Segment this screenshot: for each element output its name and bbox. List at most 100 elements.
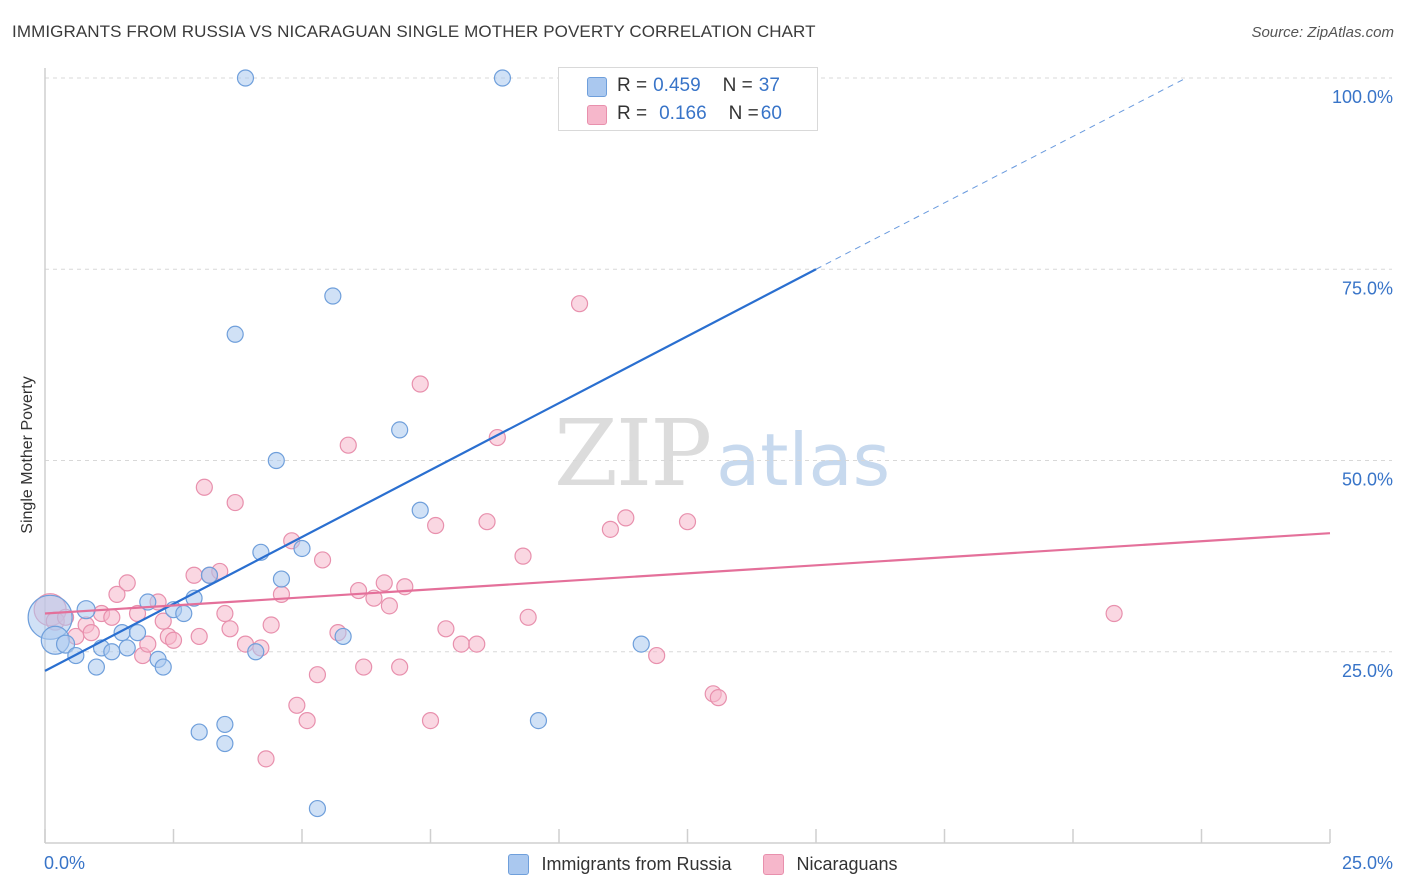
- russia-point: [216, 715, 234, 734]
- russia-point: [103, 643, 121, 661]
- nicaraguans-point: [339, 436, 357, 454]
- legend-swatch-russia: [587, 77, 607, 97]
- nicaraguans-point: [411, 375, 429, 393]
- legend-swatch-nicaraguans: [763, 853, 785, 875]
- russia-point: [324, 287, 342, 305]
- y-tick-label: 75.0%: [1342, 278, 1393, 298]
- legend-row-nicaraguans: R = 0.166 N = 60: [617, 101, 782, 127]
- nicaraguans-point: [437, 620, 455, 638]
- russia-point: [308, 799, 327, 818]
- r-label: R =: [617, 103, 648, 124]
- n-label: N =: [728, 103, 759, 124]
- nicaraguans-point: [514, 547, 532, 565]
- legend-swatch-nicaraguans: [587, 105, 607, 125]
- n-value: 60: [760, 103, 782, 124]
- russia-point: [247, 643, 265, 661]
- n-value: 37: [758, 75, 780, 96]
- legend-item-russia[interactable]: Immigrants from Russia: [508, 853, 732, 875]
- russia-point: [529, 711, 548, 730]
- nicaraguans-point: [519, 608, 537, 626]
- nicaraguans-point: [190, 627, 208, 646]
- y-tick-label: 50.0%: [1342, 470, 1393, 490]
- legend-row-russia: R = 0.459 N = 37: [617, 73, 780, 99]
- russia-trend-line: [44, 268, 817, 672]
- nicaraguans-point: [1105, 604, 1123, 623]
- nicaraguans-point: [154, 612, 172, 630]
- nicaraguans-point: [108, 585, 126, 603]
- nicaraguans-point: [216, 604, 234, 623]
- russia-point: [118, 639, 136, 657]
- nicaraguans-point: [298, 711, 316, 730]
- nicaraguans-point: [118, 574, 136, 592]
- legend-item-nicaraguans[interactable]: Nicaraguans: [763, 853, 898, 875]
- russia-point: [175, 604, 193, 623]
- nicaraguans-point: [226, 493, 244, 512]
- nicaraguans-point: [648, 646, 666, 665]
- russia-point: [154, 658, 172, 676]
- axes: [44, 68, 1331, 844]
- russia-point: [293, 539, 311, 558]
- nicaraguans-point: [257, 750, 275, 768]
- series-legend: Immigrants from Russia Nicaraguans: [0, 850, 1406, 878]
- legend-swatch-russia: [508, 853, 530, 875]
- nicaraguans-point: [82, 624, 100, 642]
- russia-point: [632, 635, 650, 653]
- watermark-zip: ZIP: [554, 400, 712, 507]
- correlation-legend: R = 0.459 N = 37 R = 0.166 N = 60: [558, 67, 818, 131]
- nicaraguans-point: [139, 635, 157, 653]
- russia-points: [27, 69, 650, 818]
- nicaraguans-point: [195, 478, 213, 496]
- russia-point: [272, 570, 291, 588]
- nicaraguans-point: [617, 509, 635, 527]
- trend-lines: [44, 77, 1331, 672]
- nicaraguans-point: [221, 620, 239, 638]
- nicaraguans-point: [478, 513, 496, 531]
- nicaraguans-point: [355, 658, 373, 676]
- tick-labels: 25.0% 50.0% 75.0% 100.0% 0.0% 25.0%: [44, 87, 1393, 873]
- russia-point: [334, 627, 352, 646]
- nicaraguans-trend-line: [44, 532, 1331, 615]
- chart-title: IMMIGRANTS FROM RUSSIA VS NICARAGUAN SIN…: [12, 22, 816, 41]
- russia-trend-extension: [815, 77, 1187, 270]
- r-value: 0.166: [659, 103, 707, 124]
- r-value: 0.459: [653, 75, 701, 96]
- russia-point: [391, 421, 409, 439]
- n-label: N =: [722, 75, 753, 96]
- nicaraguans-point: [391, 658, 409, 676]
- nicaraguans-point: [375, 574, 393, 592]
- russia-point: [128, 624, 147, 642]
- nicaraguans-point: [349, 581, 368, 600]
- russia-point: [200, 566, 219, 584]
- russia-point: [411, 501, 429, 519]
- russia-point: [55, 634, 76, 654]
- nicaraguans-point: [468, 635, 486, 653]
- nicaraguans-point: [185, 566, 203, 584]
- nicaraguans-point: [452, 635, 470, 653]
- nicaraguans-point: [421, 711, 440, 730]
- russia-point: [267, 451, 285, 470]
- legend-label-russia: Immigrants from Russia: [541, 853, 732, 874]
- legend-label-nicaraguans: Nicaraguans: [796, 853, 898, 874]
- y-tick-label: 25.0%: [1342, 661, 1393, 681]
- russia-point: [190, 723, 208, 741]
- nicaraguans-point: [427, 516, 445, 535]
- russia-point: [87, 658, 106, 676]
- nicaraguans-point: [308, 666, 327, 684]
- x-tick-label: 25.0%: [1342, 853, 1393, 873]
- nicaraguans-point: [164, 631, 183, 649]
- nicaraguans-point: [570, 295, 589, 313]
- russia-point: [226, 325, 244, 343]
- nicaraguans-point: [103, 608, 121, 626]
- y-axis-label: Single Mother Poverty: [19, 376, 36, 534]
- y-tick-label: 100.0%: [1332, 87, 1393, 107]
- nicaraguans-point: [678, 513, 697, 531]
- nicaraguans-point: [709, 689, 727, 707]
- russia-point: [493, 69, 512, 87]
- nicaraguans-point: [380, 597, 398, 615]
- nicaraguans-point: [601, 520, 620, 538]
- r-label: R =: [617, 75, 648, 96]
- nicaraguans-point: [288, 696, 306, 714]
- x-tick-label: 0.0%: [44, 853, 85, 873]
- nicaraguans-point: [313, 551, 332, 569]
